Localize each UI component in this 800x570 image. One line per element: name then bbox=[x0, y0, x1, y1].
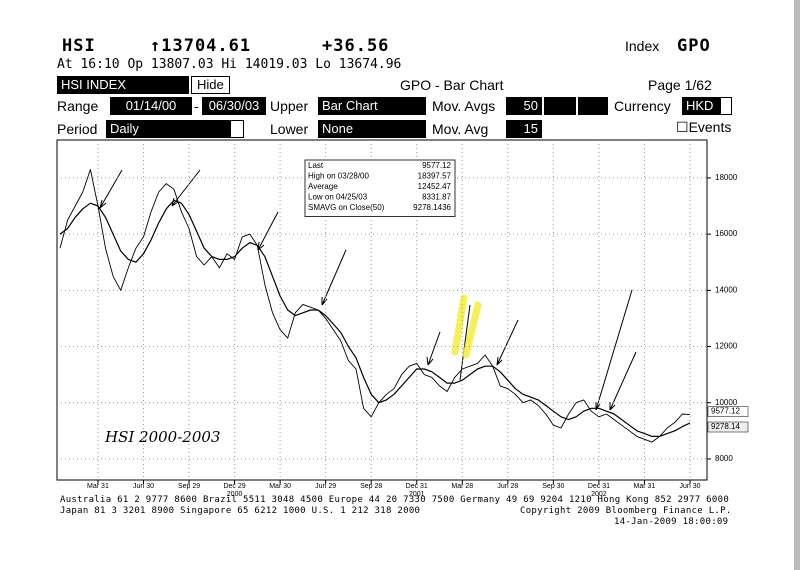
x-tick-label: Dec 29 bbox=[223, 483, 245, 490]
index-label: Index bbox=[625, 38, 660, 54]
x-tick-label: Jun 29 bbox=[315, 483, 336, 490]
stats-label: Average bbox=[308, 182, 338, 191]
last-value-tag bbox=[707, 421, 749, 433]
plot-frame bbox=[56, 139, 708, 481]
events-checkbox[interactable]: ☐Events bbox=[676, 119, 732, 135]
last-value-tag bbox=[707, 406, 749, 417]
period-dropdown[interactable] bbox=[230, 120, 244, 138]
quote-line: At 16:10 Op 13807.03 Hi 14019.03 Lo 1367… bbox=[57, 57, 402, 72]
stats-box bbox=[304, 159, 456, 217]
stats-value: 9278.1436 bbox=[413, 203, 451, 212]
x-tick-label: Mar 30 bbox=[269, 483, 291, 490]
mov-avgs-field-3[interactable] bbox=[578, 97, 608, 115]
x-tick-label: Mar 31 bbox=[634, 483, 656, 490]
stats-value: 8331.87 bbox=[422, 193, 451, 202]
page-number: Page 1/62 bbox=[648, 77, 712, 93]
stats-value: 12452.47 bbox=[418, 182, 452, 191]
copyright: Copyright 2009 Bloomberg Finance L.P. bbox=[520, 506, 732, 516]
highlighter-marks bbox=[451, 294, 482, 359]
mov-avgs-field[interactable]: 50 bbox=[506, 97, 542, 115]
period-field[interactable]: Daily bbox=[106, 120, 230, 138]
x-tick-label: Dec 31 bbox=[406, 483, 428, 490]
y-tick-label: 16000 bbox=[715, 229, 738, 238]
symbol: HSI bbox=[62, 36, 96, 56]
year-label: 2001 bbox=[409, 491, 425, 498]
stats-label: Last bbox=[308, 161, 324, 170]
screen-title: GPO - Bar Chart bbox=[400, 77, 504, 93]
period-label: Period bbox=[57, 121, 98, 137]
timestamp: 14-Jan-2009 18:00:09 bbox=[614, 517, 729, 527]
range-end[interactable]: 06/30/03 bbox=[202, 97, 266, 115]
security-field[interactable]: HSI INDEX bbox=[57, 76, 189, 94]
mov-avgs-field-2[interactable] bbox=[544, 97, 576, 115]
year-label: 2002 bbox=[591, 491, 607, 498]
stats-label: SMAVG on Close(50) bbox=[308, 203, 385, 212]
x-tick-label: Jun 30 bbox=[133, 483, 154, 490]
hide-button[interactable]: Hide bbox=[191, 76, 230, 94]
x-tick-label: Jun 28 bbox=[497, 483, 518, 490]
mov-avg-label: Mov. Avg bbox=[432, 121, 489, 137]
x-tick-label: Sep 28 bbox=[360, 483, 382, 490]
stats-label: High on 03/28/00 bbox=[308, 172, 369, 181]
last-price: ↑13704.61 bbox=[150, 36, 252, 56]
year-label: 2000 bbox=[227, 491, 243, 498]
price-line bbox=[59, 169, 691, 443]
currency-label: Currency bbox=[614, 98, 671, 114]
stats-value: 9577.12 bbox=[422, 161, 451, 170]
currency-field[interactable]: HKD bbox=[682, 97, 720, 115]
mov-avg-field[interactable]: 15 bbox=[506, 120, 542, 138]
x-tick-label: Sep 29 bbox=[178, 483, 200, 490]
upper-label: Upper bbox=[270, 98, 309, 114]
y-tick-label: 14000 bbox=[715, 285, 738, 294]
events-label: Events bbox=[688, 119, 732, 135]
stats-label: Low on 04/25/03 bbox=[308, 193, 368, 202]
y-tick-label: 12000 bbox=[715, 342, 738, 351]
range-start[interactable]: 01/14/00 bbox=[110, 97, 192, 115]
function: GPO bbox=[677, 36, 711, 56]
x-tick-label: Mar 28 bbox=[451, 483, 473, 490]
currency-dropdown[interactable] bbox=[720, 97, 732, 115]
range-label: Range bbox=[57, 98, 99, 114]
x-tick-label: Sep 30 bbox=[542, 483, 564, 490]
x-tick-label: Dec 31 bbox=[588, 483, 610, 490]
last-value-label: 9577.12 bbox=[711, 407, 740, 416]
stats-value: 18397.57 bbox=[418, 172, 452, 181]
y-tick-label: 10000 bbox=[715, 398, 738, 407]
range-dash: - bbox=[194, 98, 199, 114]
change: +36.56 bbox=[322, 36, 390, 56]
mov-avgs-label: Mov. Avgs bbox=[432, 98, 496, 114]
x-tick-label: Mar 31 bbox=[87, 483, 109, 490]
x-tick-label: Jun 30 bbox=[679, 483, 700, 490]
lower-label: Lower bbox=[270, 121, 309, 137]
lower-field[interactable]: None bbox=[318, 120, 426, 138]
moving-average-line bbox=[59, 199, 691, 437]
upper-field[interactable]: Bar Chart bbox=[318, 97, 426, 115]
handwritten-note: HSI 2000-2003 bbox=[104, 428, 220, 446]
footer-contacts-2: Japan 81 3 3201 8900 Singapore 65 6212 1… bbox=[60, 506, 421, 516]
hand-arrows bbox=[99, 169, 637, 411]
y-tick-label: 18000 bbox=[715, 173, 738, 182]
last-value-label: 9278.14 bbox=[711, 422, 740, 431]
y-tick-label: 8000 bbox=[715, 454, 733, 463]
footer-contacts: Australia 61 2 9777 8600 Brazil 5511 304… bbox=[60, 495, 730, 505]
